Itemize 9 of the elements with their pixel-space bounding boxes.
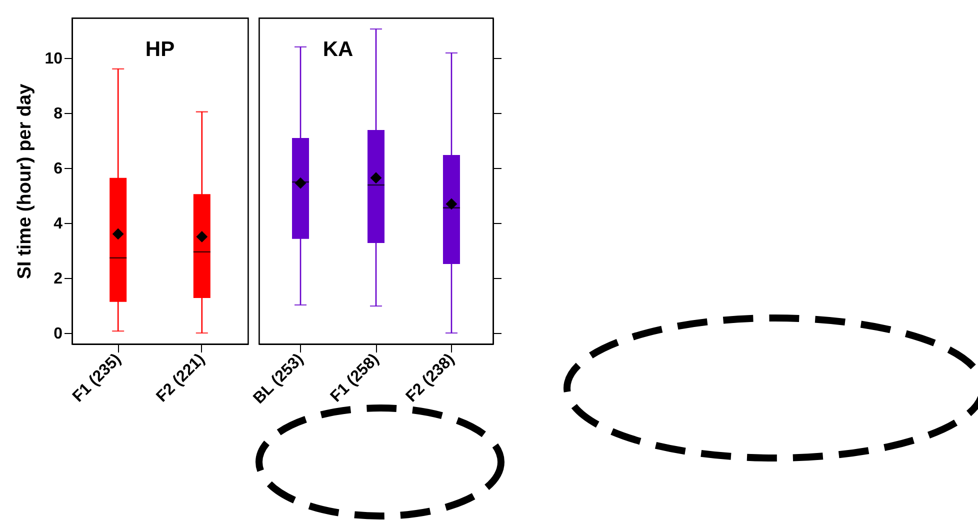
y-tick-label: 10 (44, 50, 63, 68)
y-tick-label: 2 (54, 270, 63, 288)
y-tick-label: 8 (54, 105, 63, 122)
text: KA (322, 38, 354, 61)
y-tick-label: 6 (54, 160, 63, 178)
text: HP (145, 38, 175, 61)
y-axis-title: SI time (hour) per day (14, 83, 36, 280)
y-tick-label: 0 (54, 325, 63, 342)
y-tick-label: 4 (54, 215, 63, 232)
